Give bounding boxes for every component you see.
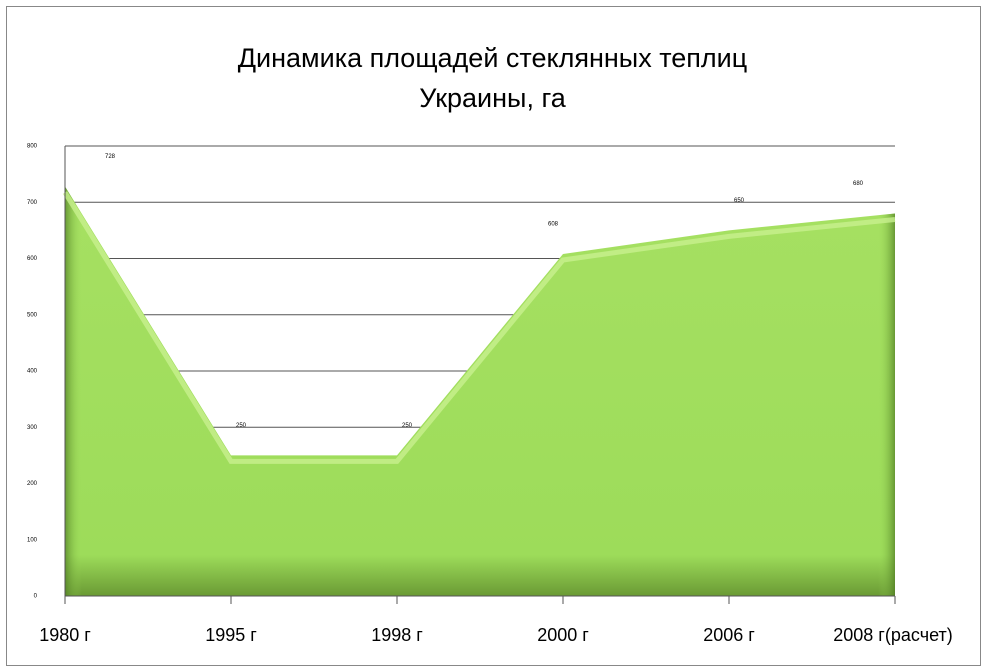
area-highlight (62, 191, 896, 464)
area-edge-shade (65, 186, 895, 596)
data-label: 650 (734, 198, 745, 204)
y-tick-label: 200 (27, 481, 38, 487)
data-label: 608 (548, 222, 559, 228)
x-tick-label: 2006 г (703, 625, 755, 645)
y-tick-label: 300 (27, 425, 38, 431)
x-tick-label: 2000 г (537, 625, 589, 645)
data-label: 250 (402, 423, 413, 429)
y-tick-label: 0 (34, 594, 38, 600)
y-tick-label: 500 (27, 312, 38, 318)
y-tick-label: 400 (27, 369, 38, 375)
data-label: 680 (853, 181, 864, 187)
data-label: 728 (105, 154, 116, 160)
y-tick-label: 600 (27, 256, 38, 262)
x-tick-label: 1980 г (39, 625, 91, 645)
y-tick-label: 100 (27, 537, 38, 543)
y-tick-label: 700 (27, 200, 38, 206)
chart-frame (6, 6, 981, 666)
x-tick-label: 2008 г(расчет) (833, 625, 952, 645)
chart-title: Динамика площадей стеклянных теплиц Укра… (237, 43, 748, 113)
data-label: 250 (236, 423, 247, 429)
x-tick-label: 1995 г (205, 625, 257, 645)
x-tick-label: 1998 г (371, 625, 423, 645)
y-tick-label: 800 (27, 144, 38, 150)
